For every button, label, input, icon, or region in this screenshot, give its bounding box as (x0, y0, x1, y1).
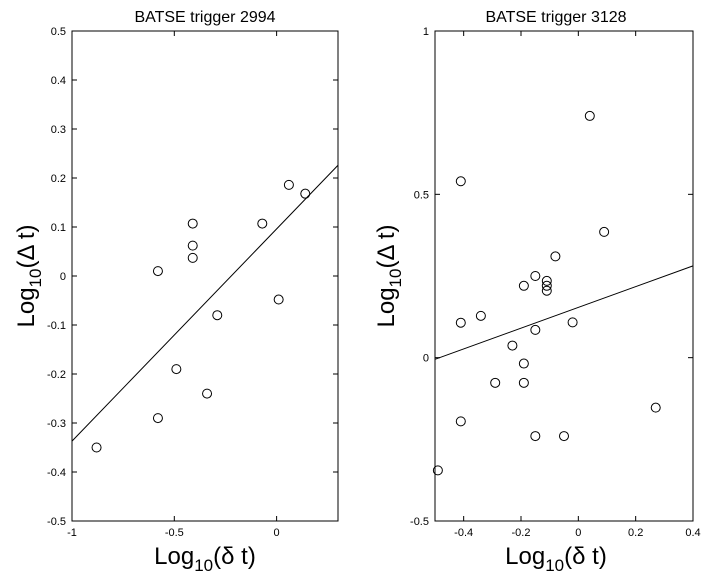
data-point (584, 110, 595, 121)
data-point (91, 442, 102, 453)
x-axis-label: Log10(δ t) (505, 543, 607, 575)
data-point (152, 266, 163, 277)
y-tick-label: -0.5 (47, 516, 66, 528)
x-tick-label: 0.2 (628, 527, 643, 539)
y-tick-label: 0.3 (51, 124, 66, 136)
x-tick-label: -0.4 (454, 527, 473, 539)
data-point (273, 294, 284, 305)
data-point (518, 280, 529, 291)
data-point (541, 285, 552, 296)
x-tick-label: -0.5 (165, 527, 184, 539)
data-point (530, 431, 541, 442)
data-point (567, 317, 578, 328)
y-axis-label: Log10(Δ t) (373, 225, 405, 328)
data-point (507, 340, 518, 351)
data-point (212, 310, 223, 321)
data-point (187, 218, 198, 229)
chart-title: BATSE trigger 3128 (485, 9, 626, 26)
data-point (650, 402, 661, 413)
data-point (550, 251, 561, 262)
y-tick-label: 0.1 (51, 222, 66, 234)
y-tick-label: 0.5 (51, 26, 66, 38)
data-point (300, 188, 311, 199)
plot-frame (71, 30, 339, 522)
y-tick-label: 0.2 (51, 173, 66, 185)
data-point (187, 240, 198, 251)
y-tick-label: 0 (423, 353, 429, 365)
data-point (530, 324, 541, 335)
y-tick-label: 0 (60, 271, 66, 283)
data-point (518, 377, 529, 388)
y-tick-label: -0.1 (47, 320, 66, 332)
x-axis-label: Log10(δ t) (154, 543, 256, 575)
y-tick-label: 0.5 (414, 189, 429, 201)
data-point (541, 275, 552, 286)
y-tick-label: -0.4 (47, 467, 66, 479)
data-point (518, 358, 529, 369)
axes: -0.4 -0.2 0 0.2 0.4 -0.5 0 0.5 1 (410, 26, 701, 539)
data-point (455, 416, 466, 427)
data-point (530, 271, 541, 281)
data-point (455, 176, 466, 187)
data-point (599, 226, 610, 237)
data-point (171, 364, 182, 375)
x-tick-label: -1 (67, 527, 77, 539)
data-point (559, 431, 569, 442)
data-point (490, 377, 501, 388)
data-point (283, 179, 294, 190)
scatter-panel-2994: BATSE trigger 2994 Log10(δ t) Log10(Δ t)… (13, 9, 339, 575)
data-point (455, 317, 466, 328)
data-point (475, 310, 486, 321)
x-tick-label: 0 (274, 527, 280, 539)
data-point (432, 465, 443, 476)
y-tick-label: 1 (423, 26, 429, 38)
axes: -1 -0.5 0-0.5-0.4-0.3-0.2-0.100.10.20.30.4… (47, 26, 339, 539)
data-point (187, 252, 198, 263)
y-tick-label: -0.5 (410, 516, 429, 528)
fit-line (434, 265, 694, 360)
data-point (152, 413, 163, 424)
y-tick-label: 0.4 (51, 75, 66, 87)
data-point (257, 218, 268, 229)
y-axis-label: Log10(Δ t) (13, 225, 45, 328)
y-tick-label: -0.3 (47, 418, 66, 430)
scatter-panel-3128: BATSE trigger 3128 Log10(δ t) Log10(Δ t)… (373, 9, 701, 575)
fit-line (71, 164, 339, 442)
plot-frame (434, 30, 694, 522)
x-tick-label: 0 (575, 527, 581, 539)
y-tick-label: -0.2 (47, 369, 66, 381)
chart-title: BATSE trigger 2994 (134, 9, 275, 26)
x-tick-label: 0.4 (685, 527, 700, 539)
data-point (541, 280, 552, 291)
x-tick-label: -0.2 (512, 527, 531, 539)
data-point (202, 388, 213, 399)
